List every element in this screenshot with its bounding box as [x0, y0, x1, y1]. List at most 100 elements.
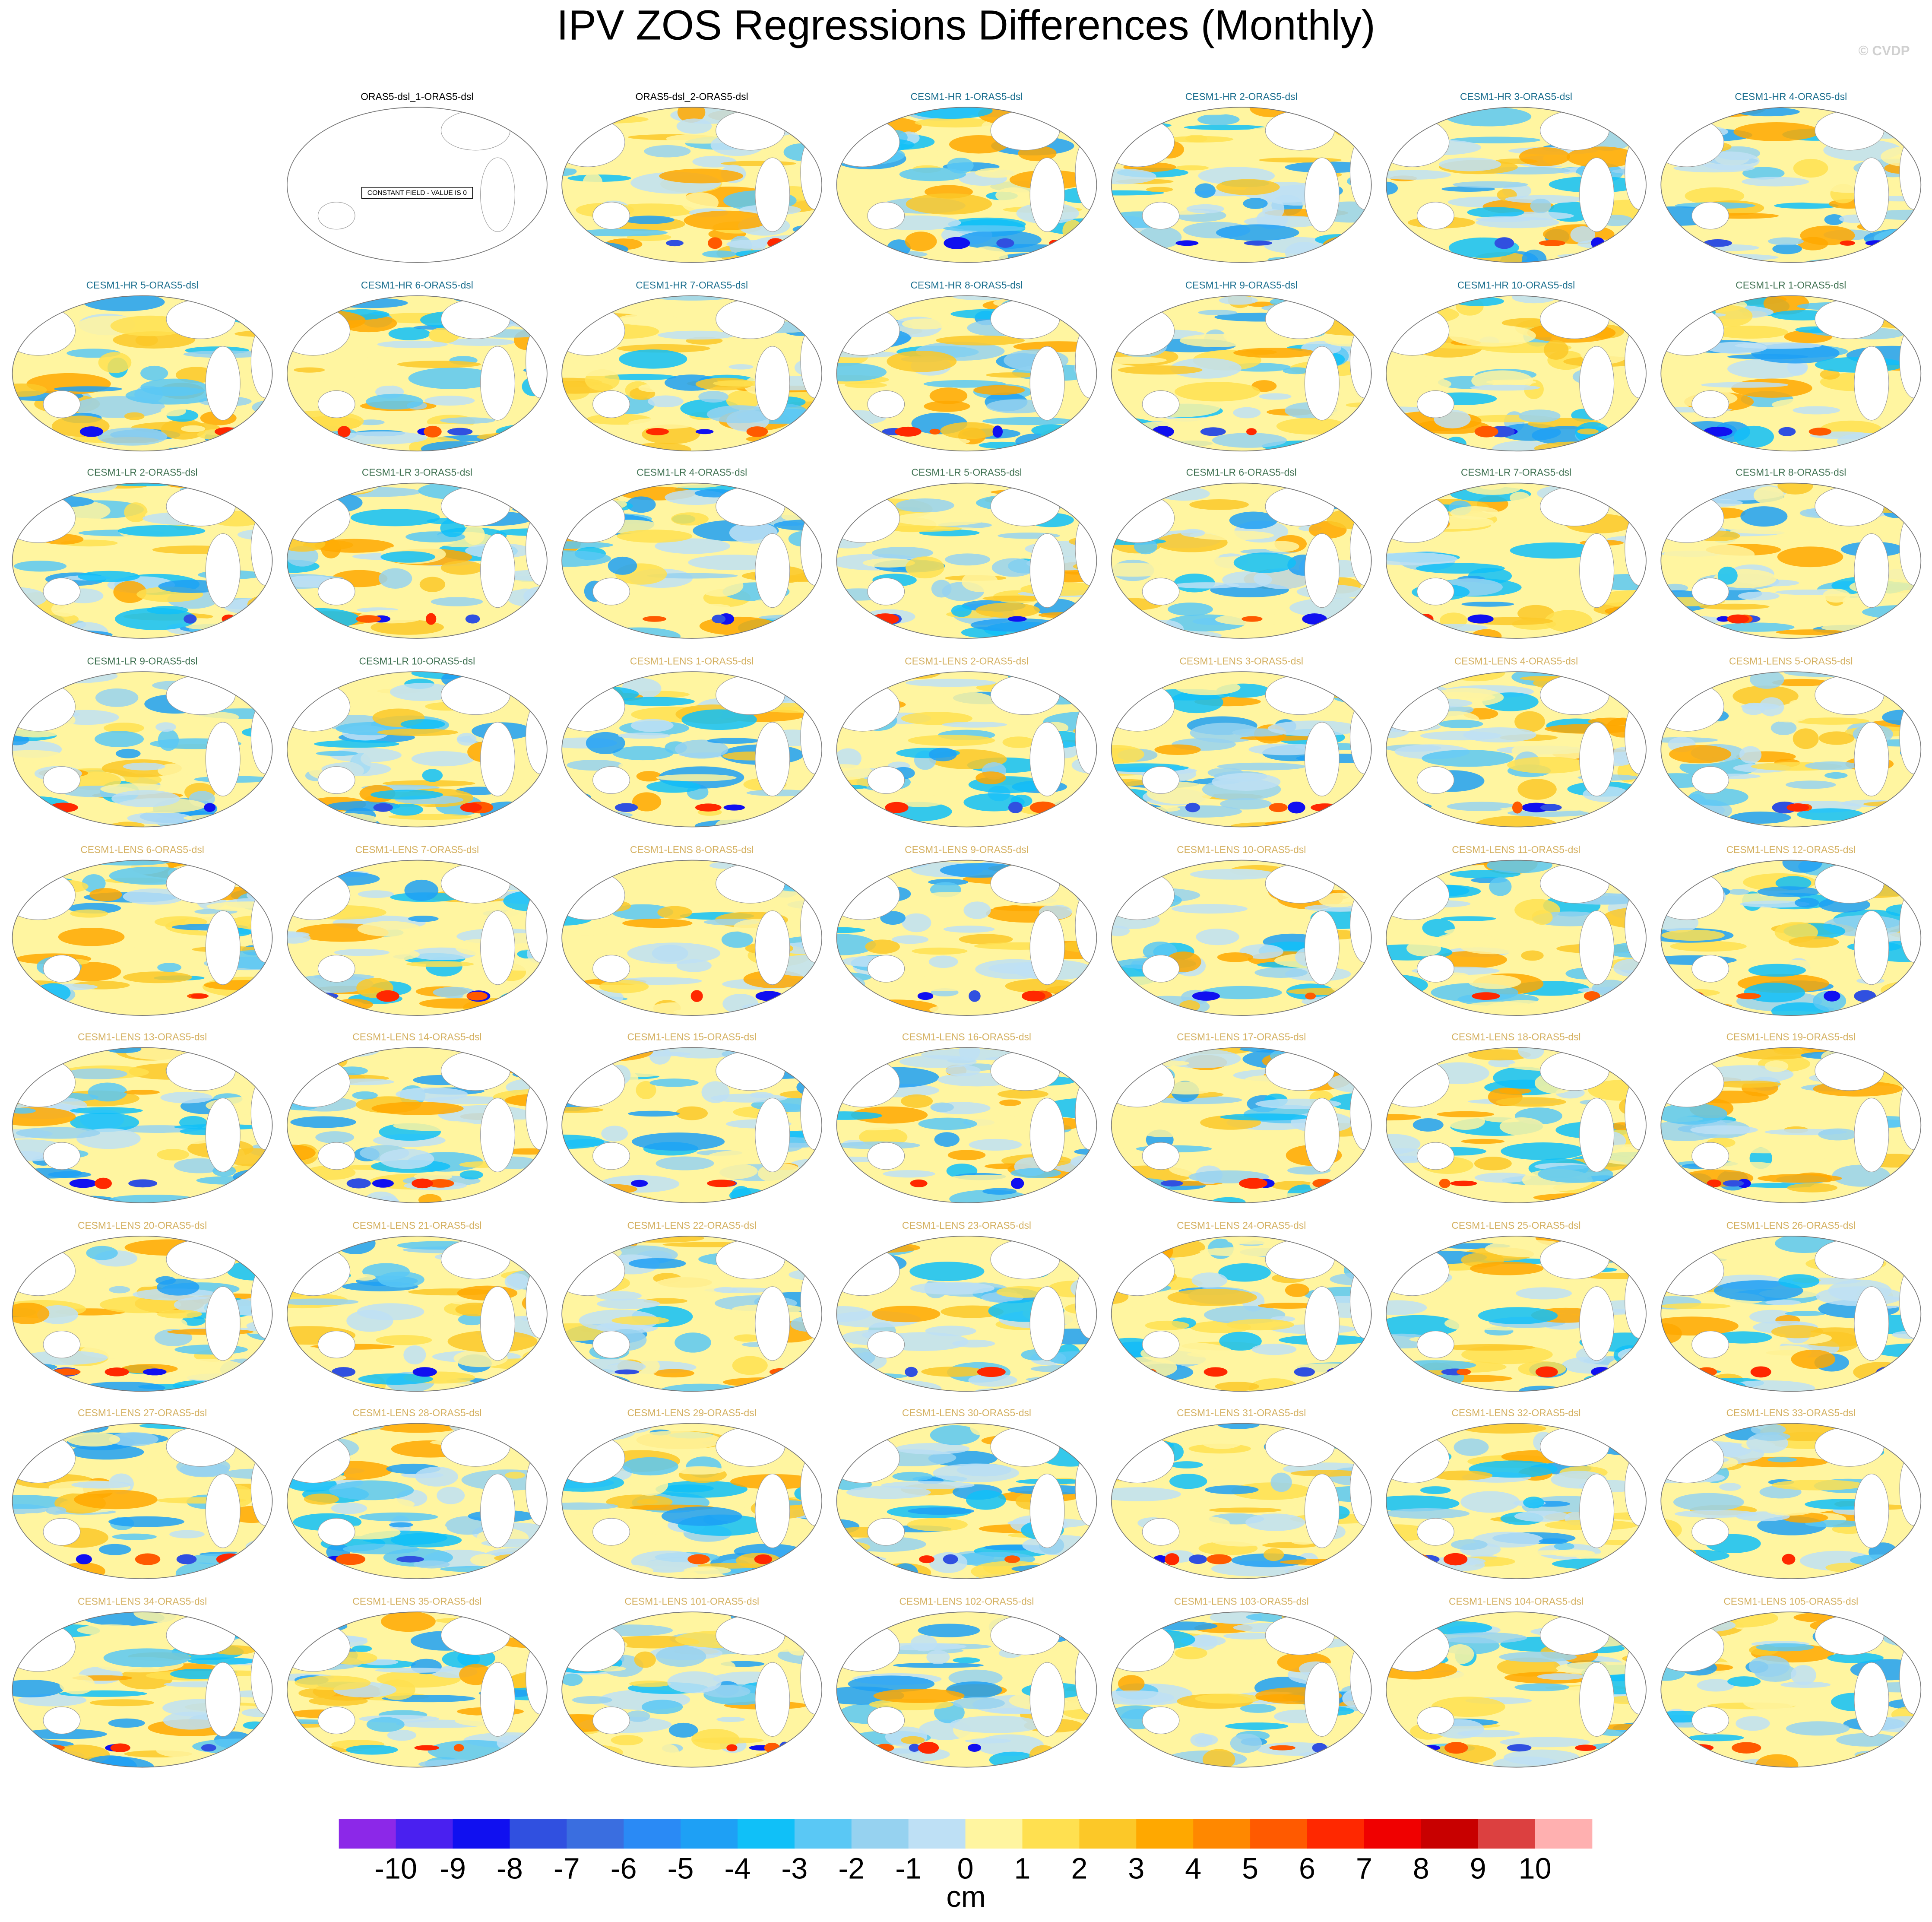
colorbar-box [1535, 1819, 1593, 1849]
map-border [12, 295, 273, 452]
map-panel: CESM1-LENS 14-ORAS5-dsl [286, 1031, 548, 1203]
map-border [836, 1611, 1097, 1768]
map-field [12, 295, 272, 451]
colorbar-box [567, 1819, 624, 1849]
map-panel: ORAS5-dsl_1-ORAS5-dsl CONSTANT FIELD - VA… [286, 91, 548, 263]
panel-title: CESM1-LR 10-ORAS5-dsl [359, 655, 475, 666]
map-panel: CESM1-LENS 34-ORAS5-dsl [12, 1595, 273, 1768]
map-border [1660, 671, 1922, 828]
map-border [1386, 1423, 1647, 1579]
colorbar-label: 0 [957, 1852, 974, 1885]
map-field [1661, 295, 1921, 451]
map-field [836, 295, 1097, 451]
panel-title: CESM1-LENS 3-ORAS5-dsl [1179, 655, 1303, 666]
map-panel: CESM1-LENS 27-ORAS5-dsl [12, 1407, 273, 1579]
map-border [1111, 107, 1372, 263]
map-panel: CESM1-LENS 4-ORAS5-dsl [1386, 655, 1647, 828]
colorbar-label: 8 [1413, 1852, 1429, 1885]
panel-title: CESM1-LENS 11-ORAS5-dsl [1452, 844, 1580, 855]
map-border [836, 671, 1097, 828]
map-field [317, 110, 516, 232]
map-field [562, 483, 822, 639]
map-panel: CESM1-LENS 2-ORAS5-dsl [836, 655, 1097, 828]
panel-title: CESM1-LENS 4-ORAS5-dsl [1454, 655, 1578, 666]
panel-title: CESM1-LR 1-ORAS5-dsl [1736, 279, 1846, 291]
map-border [12, 1047, 273, 1203]
map-panel: CESM1-LENS 23-ORAS5-dsl [836, 1220, 1097, 1392]
panel-title: CESM1-HR 10-ORAS5-dsl [1457, 279, 1575, 291]
colorbar-box [681, 1819, 738, 1849]
map-field [12, 672, 272, 827]
map-border [286, 482, 548, 639]
map-panel: CESM1-LENS 31-ORAS5-dsl [1111, 1407, 1372, 1579]
map-panel: CESM1-HR 4-ORAS5-dsl [1660, 91, 1922, 263]
colorbar-label: -5 [668, 1852, 694, 1885]
map-border [1111, 1235, 1372, 1392]
colorbar-box [737, 1819, 795, 1849]
map-panel: CESM1-LENS 24-ORAS5-dsl [1111, 1220, 1372, 1392]
map-field [562, 107, 822, 263]
map-panel: CESM1-LENS 20-ORAS5-dsl [12, 1220, 273, 1392]
map-field [1111, 1423, 1371, 1579]
colorbar-box [965, 1819, 1023, 1849]
map-border [561, 1235, 823, 1392]
map-panel: CESM1-LR 1-ORAS5-dsl [1660, 279, 1922, 452]
map-border [1386, 295, 1647, 452]
map-field [562, 1423, 822, 1579]
map-field [1111, 1047, 1371, 1203]
panel-title: CESM1-LENS 28-ORAS5-dsl [352, 1407, 481, 1418]
map-border [836, 482, 1097, 639]
map-border [836, 295, 1097, 452]
map-panel: CESM1-LENS 9-ORAS5-dsl [836, 844, 1097, 1016]
map-field [562, 1612, 822, 1767]
panel-note: CONSTANT FIELD - VALUE IS 0 [367, 190, 467, 197]
map-border [1386, 860, 1647, 1016]
panel-title: CESM1-LR 7-ORAS5-dsl [1461, 467, 1571, 478]
panel-title: CESM1-LR 5-ORAS5-dsl [911, 467, 1022, 478]
map-field [562, 672, 822, 827]
map-border [561, 1611, 823, 1768]
map-field [287, 295, 547, 451]
map-panel: CESM1-LENS 26-ORAS5-dsl [1660, 1220, 1922, 1392]
map-panel: CESM1-LENS 104-ORAS5-dsl [1386, 1595, 1647, 1768]
panel-title: CESM1-LR 9-ORAS5-dsl [87, 655, 198, 666]
map-border [1660, 1235, 1922, 1392]
map-border [1111, 1611, 1372, 1768]
map-field [1661, 107, 1921, 263]
map-field [12, 1612, 272, 1767]
map-panel: CESM1-HR 5-ORAS5-dsl [12, 279, 273, 452]
map-panel: CESM1-HR 6-ORAS5-dsl [286, 279, 548, 452]
panel-title: CESM1-LENS 31-ORAS5-dsl [1177, 1407, 1306, 1418]
colorbar-box [510, 1819, 567, 1849]
map-border [1386, 671, 1647, 828]
panel-title: CESM1-LENS 1-ORAS5-dsl [630, 655, 754, 666]
panel-title: CESM1-LENS 6-ORAS5-dsl [80, 844, 204, 855]
map-field [1386, 672, 1647, 827]
map-field [836, 1236, 1097, 1392]
panel-title: CESM1-HR 6-ORAS5-dsl [361, 279, 473, 291]
map-panel: CESM1-LENS 35-ORAS5-dsl [286, 1595, 548, 1768]
map-panel: CESM1-LENS 19-ORAS5-dsl [1660, 1031, 1922, 1203]
map-panel: CESM1-LR 7-ORAS5-dsl [1386, 467, 1647, 639]
colorbar-label: -2 [838, 1852, 865, 1885]
map-panel: ORAS5-dsl_2-ORAS5-dsl [561, 91, 823, 263]
colorbar-label: -7 [554, 1852, 580, 1885]
map-field [287, 672, 547, 827]
map-border [561, 1423, 823, 1579]
panel-title: CESM1-HR 5-ORAS5-dsl [86, 279, 199, 291]
map-panel: CESM1-LENS 102-ORAS5-dsl [836, 1595, 1097, 1768]
map-field [287, 1612, 547, 1767]
colorbar-label: -3 [781, 1852, 808, 1885]
colorbar-label: 1 [1014, 1852, 1030, 1885]
map-border [1386, 1235, 1647, 1392]
map-panel: CESM1-HR 8-ORAS5-dsl [836, 279, 1097, 452]
panel-title: CESM1-LR 6-ORAS5-dsl [1186, 467, 1297, 478]
panel-title: CESM1-HR 2-ORAS5-dsl [1185, 91, 1298, 102]
map-border [836, 1423, 1097, 1579]
map-border [286, 1611, 548, 1768]
map-panel: CESM1-LENS 29-ORAS5-dsl [561, 1407, 823, 1579]
colorbar-unit: cm [946, 1880, 985, 1913]
map-panel: CESM1-LR 5-ORAS5-dsl [836, 467, 1097, 639]
map-border [836, 1235, 1097, 1392]
map-field [836, 672, 1097, 827]
